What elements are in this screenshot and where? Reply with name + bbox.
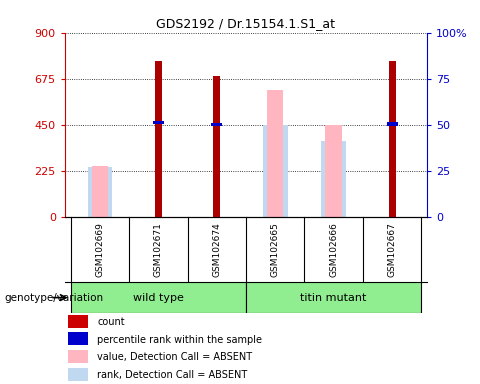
Text: GSM102667: GSM102667 bbox=[388, 222, 396, 277]
Text: value, Detection Call = ABSENT: value, Detection Call = ABSENT bbox=[97, 353, 252, 362]
Bar bbox=[267, 90, 283, 217]
Text: GSM102665: GSM102665 bbox=[271, 222, 280, 277]
Text: rank, Detection Call = ABSENT: rank, Detection Call = ABSENT bbox=[97, 370, 248, 380]
Bar bbox=[155, 61, 162, 217]
Text: GSM102671: GSM102671 bbox=[154, 222, 163, 277]
Bar bbox=[69, 315, 88, 328]
Bar bbox=[92, 166, 108, 217]
Text: GSM102666: GSM102666 bbox=[329, 222, 338, 277]
Bar bbox=[71, 282, 246, 313]
Bar bbox=[322, 141, 346, 217]
Bar bbox=[246, 282, 421, 313]
Bar bbox=[153, 121, 164, 124]
Text: genotype/variation: genotype/variation bbox=[5, 293, 104, 303]
Text: titin mutant: titin mutant bbox=[300, 293, 367, 303]
Bar bbox=[213, 76, 220, 217]
Text: GSM102674: GSM102674 bbox=[212, 222, 221, 277]
Title: GDS2192 / Dr.15154.1.S1_at: GDS2192 / Dr.15154.1.S1_at bbox=[156, 17, 336, 30]
Bar bbox=[69, 368, 88, 381]
Bar bbox=[211, 123, 222, 126]
Bar bbox=[69, 333, 88, 345]
Bar bbox=[69, 350, 88, 363]
Bar bbox=[263, 125, 288, 217]
Text: wild type: wild type bbox=[133, 293, 184, 303]
Bar bbox=[386, 122, 398, 126]
Text: count: count bbox=[97, 317, 125, 327]
Bar bbox=[389, 61, 396, 217]
Bar bbox=[87, 167, 112, 217]
Text: percentile rank within the sample: percentile rank within the sample bbox=[97, 334, 263, 344]
Bar bbox=[325, 125, 342, 217]
Text: GSM102669: GSM102669 bbox=[96, 222, 104, 277]
